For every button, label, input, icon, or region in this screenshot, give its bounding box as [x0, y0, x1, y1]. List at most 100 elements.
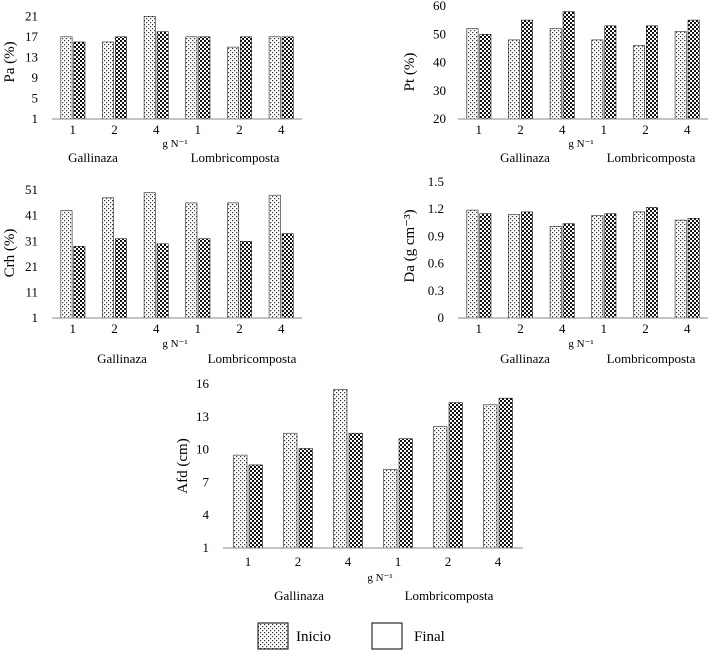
bar-inicio-4	[591, 39, 604, 120]
bar-inicio-3	[333, 389, 348, 549]
bar-inicio-5	[227, 202, 239, 319]
y-tick-label: 17	[25, 29, 39, 44]
y-tick-label: 30	[433, 83, 446, 98]
x-tick-label: 4	[495, 554, 502, 569]
y-tick-label: 0.9	[428, 228, 444, 243]
chart-1: 1 5 9 13 17 21 1 2 4 1 2 4 Pa (%) g N⁻¹ Gallinaza Lombr…	[2, 8, 302, 165]
bar-final-4	[604, 213, 617, 319]
x-tick-label: 4	[684, 122, 691, 137]
x-axis-label: g N⁻¹	[162, 138, 187, 150]
bar-inicio-6	[483, 404, 498, 549]
legend-swatch-inicio	[257, 622, 289, 650]
bar-inicio-2	[102, 41, 115, 120]
group-label-gallinaza: Gallinaza	[500, 150, 550, 165]
x-tick-label: 1	[195, 122, 202, 137]
group-label-lombricomposta: Lombricomposta	[405, 588, 494, 603]
bar-inicio-3	[549, 226, 562, 319]
bar-final-3	[348, 432, 363, 549]
x-tick-label: 1	[476, 122, 483, 137]
x-axis-label: g N⁻¹	[367, 572, 392, 584]
bar-inicio-5	[227, 46, 239, 120]
y-tick-label: 0	[438, 310, 445, 325]
bar-final-2	[115, 238, 127, 319]
x-axis-label: g N⁻¹	[162, 338, 187, 350]
bar-inicio-3	[549, 28, 562, 120]
x-tick-label: 4	[559, 122, 566, 137]
bar-final-5	[448, 402, 463, 549]
bar-final-4	[198, 238, 211, 319]
bar-inicio-4	[591, 215, 604, 319]
bar-final-2	[298, 448, 313, 549]
x-tick-label: 1	[70, 122, 77, 137]
bar-final-3	[156, 31, 169, 120]
x-tick-label: 2	[642, 321, 649, 336]
x-tick-label: 1	[245, 554, 252, 569]
bar-inicio-5	[433, 426, 448, 549]
group-label-gallinaza: Gallinaza	[97, 351, 147, 366]
bar-final-5	[240, 241, 252, 319]
y-tick-label: 51	[25, 182, 38, 197]
y-axis-label: Crh (%)	[2, 229, 18, 278]
y-tick-label: 1	[32, 111, 39, 126]
bar-inicio-1	[466, 209, 479, 319]
bar-final-1	[73, 246, 86, 319]
bar-inicio-6	[268, 36, 281, 120]
x-axis-label: g N⁻¹	[568, 138, 593, 150]
y-tick-label: 13	[196, 409, 209, 424]
y-tick-label: 50	[433, 26, 446, 41]
bar-inicio-6	[674, 31, 687, 120]
bar-final-6	[281, 233, 294, 319]
x-tick-label: 2	[517, 122, 524, 137]
bar-final-6	[687, 19, 700, 120]
bar-final-6	[687, 218, 700, 319]
bar-final-4	[604, 25, 617, 120]
chart-5: 1 4 7 10 13 16 1 2 4 1 2 4 Afd (cm) g N⁻¹ Gallinaza Lom…	[175, 376, 523, 603]
bar-final-1	[73, 41, 86, 120]
x-tick-label: 2	[295, 554, 302, 569]
x-axis-label: g N⁻¹	[568, 338, 593, 350]
x-tick-label: 1	[195, 321, 202, 336]
bar-final-4	[398, 438, 413, 549]
y-tick-label: 10	[196, 442, 209, 457]
bar-final-2	[115, 36, 127, 120]
bar-final-2	[520, 211, 533, 319]
x-tick-label: 1	[601, 122, 608, 137]
y-tick-label: 16	[196, 376, 210, 391]
group-label-lombricomposta: Lombricomposta	[208, 351, 297, 366]
bar-final-6	[281, 36, 294, 120]
y-tick-label: 5	[32, 91, 39, 106]
y-tick-label: 31	[25, 233, 38, 248]
group-label-gallinaza: Gallinaza	[68, 150, 118, 165]
y-tick-label: 41	[25, 208, 38, 223]
y-tick-label: 60	[433, 0, 446, 13]
bar-inicio-2	[508, 214, 520, 319]
y-axis-label: Pt (%)	[402, 53, 418, 92]
bar-final-3	[562, 11, 575, 120]
group-label-gallinaza: Gallinaza	[500, 351, 550, 366]
bar-inicio-2	[508, 39, 520, 120]
y-tick-label: 4	[203, 507, 210, 522]
bar-final-3	[156, 243, 169, 319]
x-tick-label: 2	[236, 321, 243, 336]
y-axis-label: Pa (%)	[2, 41, 18, 82]
y-tick-label: 21	[25, 8, 38, 23]
chart-4: 0 0.3 0.6 0.9 1.2 1.5 1 2 4 1 2 4 Da (g cm⁻³) g N⁻¹ Ga…	[402, 174, 708, 366]
x-tick-label: 2	[111, 122, 118, 137]
legend: Inicio Final	[257, 622, 445, 650]
bar-inicio-2	[283, 432, 298, 549]
x-tick-label: 1	[601, 321, 608, 336]
x-tick-label: 4	[278, 321, 285, 336]
x-tick-label: 2	[111, 321, 118, 336]
group-label-lombricomposta: Lombricomposta	[607, 150, 696, 165]
bar-final-3	[562, 223, 575, 319]
y-tick-label: 20	[433, 111, 446, 126]
x-tick-label: 4	[153, 122, 160, 137]
bar-final-6	[498, 397, 513, 549]
x-tick-label: 2	[642, 122, 649, 137]
y-tick-label: 40	[433, 55, 446, 70]
bar-inicio-6	[268, 194, 281, 319]
x-tick-label: 4	[559, 321, 566, 336]
bar-inicio-1	[233, 454, 248, 549]
